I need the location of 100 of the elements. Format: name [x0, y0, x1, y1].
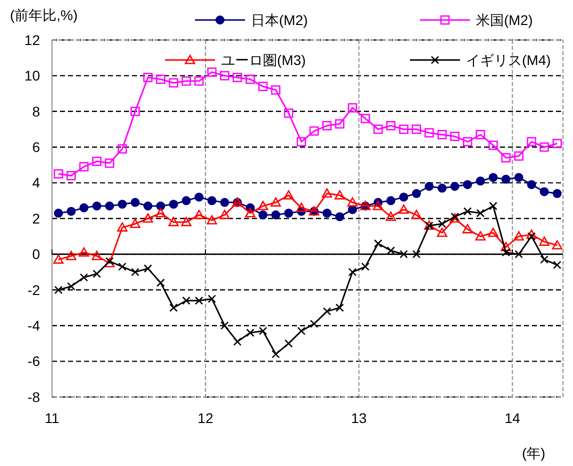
point	[438, 184, 447, 193]
point	[514, 172, 524, 182]
point	[207, 196, 216, 206]
x-tick-label: 11	[44, 410, 60, 426]
point	[130, 106, 140, 116]
point	[514, 250, 523, 258]
point	[220, 321, 229, 330]
point	[118, 200, 127, 209]
point	[310, 320, 318, 328]
legend-label: ユーロ圏(M3)	[221, 52, 306, 68]
point	[284, 339, 293, 348]
point	[168, 78, 178, 88]
legend-label: 米国(M2)	[476, 12, 533, 28]
point	[92, 202, 102, 211]
point	[258, 200, 268, 210]
point	[54, 286, 63, 294]
point	[181, 216, 192, 226]
point	[220, 71, 230, 80]
point	[143, 202, 152, 211]
point	[297, 326, 306, 336]
point	[156, 74, 166, 84]
point	[208, 294, 216, 303]
point	[476, 176, 485, 186]
point	[117, 222, 128, 232]
point	[438, 220, 446, 228]
point	[220, 198, 230, 207]
point	[258, 210, 268, 220]
point	[156, 278, 165, 287]
y-tick-label: 8	[32, 103, 40, 120]
point	[386, 212, 396, 221]
point	[207, 67, 217, 77]
point	[540, 255, 548, 264]
point	[501, 153, 511, 162]
point	[246, 328, 254, 337]
point	[372, 200, 384, 210]
y-tick-label: 4	[32, 174, 40, 191]
point	[104, 158, 114, 168]
point	[450, 132, 460, 142]
point	[399, 124, 408, 134]
legend-label: 日本(M2)	[251, 12, 308, 28]
point	[92, 156, 102, 166]
point	[373, 124, 383, 134]
y-tick-label: 2	[32, 210, 40, 226]
point	[552, 189, 562, 198]
point	[118, 262, 126, 271]
point	[348, 103, 358, 112]
point	[386, 121, 396, 130]
y-tick-label: -2	[28, 282, 40, 298]
point	[232, 72, 242, 82]
x-axis-title: (年)	[522, 445, 546, 461]
point	[284, 208, 294, 218]
point	[399, 192, 408, 202]
y-tick-label: 10	[24, 68, 40, 84]
point	[539, 236, 550, 246]
point	[553, 260, 562, 270]
point	[322, 208, 332, 218]
point	[79, 203, 88, 212]
y-tick-label: 12	[24, 32, 40, 48]
point	[53, 254, 64, 264]
point	[348, 268, 357, 276]
point	[347, 197, 358, 207]
point	[258, 82, 268, 92]
y-tick-label: 6	[32, 139, 40, 155]
point	[246, 74, 255, 84]
point	[169, 304, 178, 312]
point	[475, 231, 486, 240]
point	[219, 210, 230, 220]
point	[66, 171, 76, 180]
point	[54, 169, 64, 179]
point	[526, 229, 537, 239]
point	[336, 304, 344, 312]
point	[144, 264, 152, 273]
point	[514, 231, 524, 240]
point	[462, 224, 473, 234]
point	[411, 210, 422, 220]
point	[322, 121, 332, 130]
point	[296, 137, 306, 146]
point	[78, 247, 90, 257]
point	[374, 239, 382, 248]
x-tick-label: 12	[198, 410, 214, 426]
point	[412, 250, 421, 258]
point	[501, 174, 510, 184]
point	[168, 216, 179, 226]
point	[527, 232, 536, 240]
point	[463, 180, 472, 190]
point	[245, 208, 256, 218]
y-tick-label: -6	[28, 353, 40, 370]
point	[54, 208, 63, 218]
point	[271, 85, 280, 95]
point	[296, 202, 307, 212]
y-tick-label: -4	[28, 318, 40, 334]
point	[335, 119, 344, 129]
point	[398, 204, 409, 214]
point	[92, 270, 101, 278]
point	[182, 76, 191, 86]
point	[400, 250, 408, 258]
point	[194, 192, 204, 202]
point	[130, 198, 140, 207]
point	[476, 130, 486, 140]
point	[488, 172, 498, 182]
